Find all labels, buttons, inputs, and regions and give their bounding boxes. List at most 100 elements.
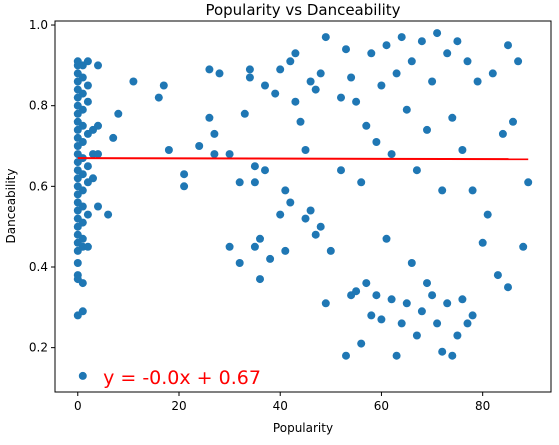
data-point — [78, 138, 87, 146]
x-tick-label: 40 — [273, 399, 288, 413]
data-point — [407, 57, 416, 66]
data-point — [154, 93, 163, 102]
data-point — [286, 57, 295, 66]
data-point — [448, 113, 457, 122]
y-axis-label: Danceability — [4, 169, 18, 244]
data-point — [438, 186, 447, 195]
data-point — [478, 238, 487, 247]
y-tick-label: 1.0 — [29, 18, 48, 32]
data-point — [412, 166, 421, 175]
data-point — [337, 166, 345, 175]
data-point — [423, 279, 431, 288]
data-point — [311, 230, 320, 239]
data-point — [362, 279, 371, 288]
data-point — [367, 49, 376, 58]
data-point — [504, 41, 512, 50]
data-point — [326, 246, 335, 255]
data-point — [473, 77, 482, 86]
data-point — [377, 81, 386, 90]
data-point — [271, 89, 280, 98]
data-point — [225, 242, 234, 251]
data-point — [195, 142, 204, 150]
data-point — [94, 121, 102, 130]
data-point — [357, 178, 366, 187]
data-point — [250, 178, 259, 187]
data-point — [78, 279, 87, 288]
data-point — [448, 351, 457, 360]
data-point — [352, 97, 361, 106]
data-point — [180, 182, 189, 191]
regression-line — [77, 157, 529, 161]
data-point — [129, 77, 138, 86]
data-point — [104, 210, 113, 219]
data-point — [428, 77, 437, 86]
data-point — [387, 295, 396, 304]
data-point — [78, 371, 87, 380]
data-point — [180, 170, 189, 179]
data-point — [504, 283, 512, 292]
data-point — [235, 259, 244, 267]
data-point — [296, 117, 305, 126]
data-point — [256, 234, 264, 243]
data-point — [83, 57, 92, 66]
data-point — [407, 259, 416, 267]
data-point — [78, 121, 87, 130]
data-point — [250, 162, 259, 171]
data-point — [78, 218, 87, 227]
data-point — [266, 254, 275, 263]
data-point — [443, 49, 452, 58]
data-point — [78, 202, 87, 211]
data-point — [498, 129, 507, 138]
data-point — [281, 246, 290, 255]
data-point — [83, 162, 92, 171]
data-point — [402, 105, 411, 114]
data-point — [286, 198, 295, 207]
data-point — [78, 105, 87, 114]
data-point — [235, 178, 244, 187]
data-point — [428, 291, 437, 300]
data-point — [316, 222, 325, 231]
data-point — [372, 291, 381, 300]
data-point — [342, 351, 350, 360]
y-axis: 0.2 0.4 0.6 0.8 1.0 — [29, 18, 55, 355]
plot-frame — [54, 20, 552, 393]
y-tick-label: 0.2 — [29, 341, 48, 355]
data-point — [519, 242, 528, 251]
data-point — [382, 234, 391, 243]
data-point — [114, 109, 123, 118]
data-point — [94, 202, 102, 211]
data-point — [372, 138, 381, 146]
data-point — [463, 319, 472, 328]
data-point — [250, 242, 259, 251]
data-point — [291, 97, 300, 106]
data-point — [453, 331, 462, 340]
x-tick-label: 80 — [475, 399, 490, 413]
data-point — [397, 33, 406, 42]
data-point — [94, 61, 102, 70]
data-point — [417, 37, 426, 46]
data-point — [433, 29, 442, 38]
data-point — [509, 117, 517, 126]
data-point — [276, 65, 285, 74]
data-point — [488, 69, 497, 78]
data-point — [463, 57, 472, 66]
data-point — [301, 146, 310, 154]
data-point — [468, 186, 477, 195]
data-point — [423, 125, 431, 134]
data-point — [392, 69, 401, 78]
data-point — [342, 45, 350, 54]
data-point — [83, 242, 92, 251]
data-point — [524, 178, 533, 187]
y-tick-label: 0.8 — [29, 99, 48, 113]
data-point — [78, 170, 87, 179]
data-point — [453, 37, 462, 46]
x-tick-label: 20 — [171, 399, 186, 413]
data-point — [205, 113, 214, 122]
data-point — [306, 206, 315, 215]
data-point — [159, 81, 168, 90]
data-point — [164, 146, 173, 154]
x-axis-label: Popularity — [273, 421, 333, 435]
data-point — [493, 271, 502, 280]
data-point — [245, 73, 254, 82]
